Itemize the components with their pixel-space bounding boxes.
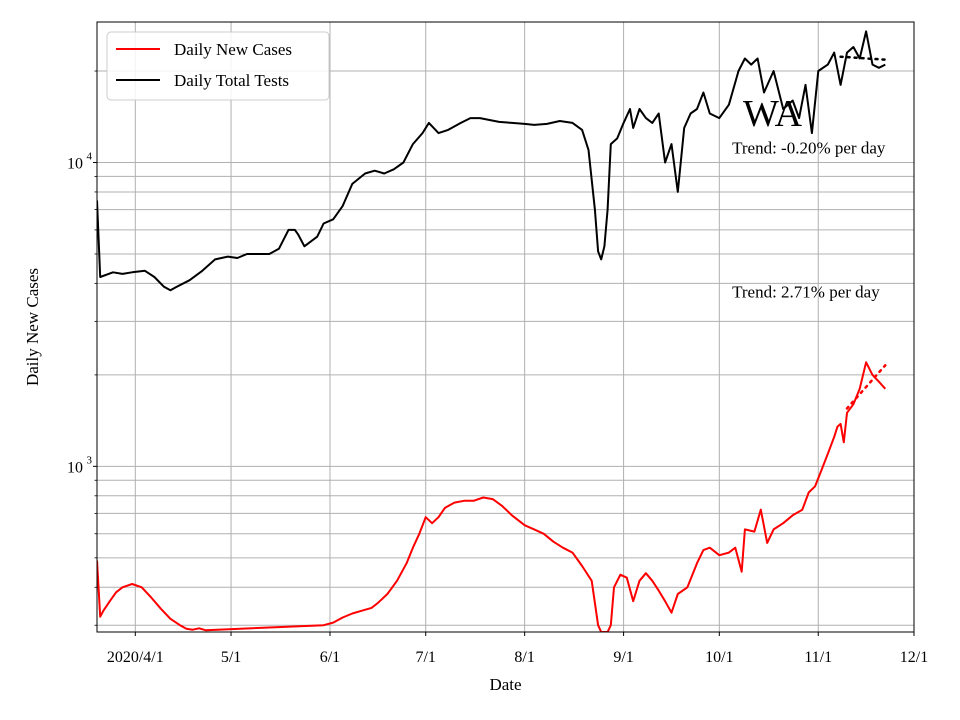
series-line-daily-total-tests	[97, 30, 886, 292]
x-tick-label: 7/1	[415, 649, 435, 666]
legend-box	[106, 31, 330, 101]
state-label: WA	[743, 93, 803, 135]
legend: Daily New Cases Daily Total Tests	[106, 31, 330, 101]
y-tick-exponent: 3	[87, 454, 93, 466]
trend-annotation-tests: Trend: -0.20% per day	[732, 139, 886, 158]
series-line-daily-new-cases	[97, 361, 887, 632]
trend-line-tests	[839, 55, 887, 61]
y-tick-exponent: 4	[87, 151, 93, 163]
grid-layer	[97, 22, 915, 632]
legend-label-cases: Daily New Cases	[174, 40, 292, 59]
x-tick-label: 9/1	[613, 649, 633, 666]
x-tick-label: 10/1	[705, 649, 733, 666]
x-axis-label: Date	[489, 675, 521, 694]
x-tick-label: 5/1	[221, 649, 241, 666]
x-tick-label: 11/1	[804, 649, 832, 666]
trend-layer	[839, 55, 887, 410]
trend-line-cases	[845, 364, 887, 410]
legend-label-tests: Daily Total Tests	[174, 71, 289, 90]
y-tick-label: 10	[67, 459, 83, 476]
y-tick-label: 10	[67, 156, 83, 173]
plot-area-frame	[96, 21, 915, 633]
x-tick-label: 6/1	[320, 649, 340, 666]
x-tick-label: 2020/4/1	[107, 649, 164, 666]
y-axis-label: Daily New Cases	[23, 268, 42, 386]
label-layer: 10 3 10 4 2020/4/1 5/1 6/1 7/1 8/1 9/1 10/1 11/1 12/…	[67, 139, 928, 666]
x-tick-label: 12/1	[900, 649, 928, 666]
series-layer	[97, 30, 887, 632]
x-tick-label: 8/1	[514, 649, 534, 666]
tick-layer	[93, 70, 915, 636]
trend-annotation-cases: Trend: 2.71% per day	[732, 282, 880, 301]
